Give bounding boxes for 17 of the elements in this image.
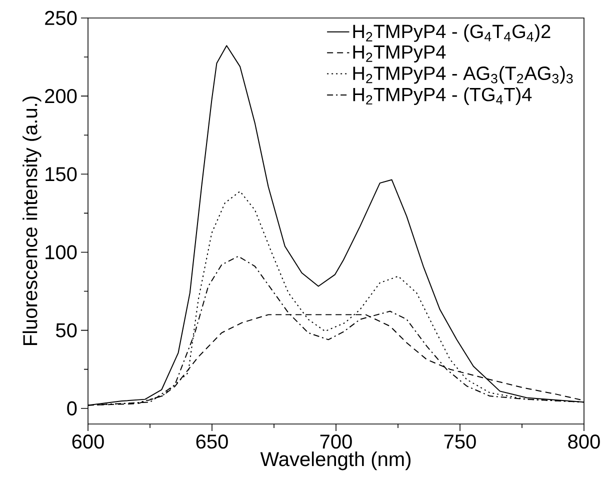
y-tick-label: 200: [45, 88, 77, 104]
y-tick-label: 100: [46, 245, 77, 260]
x-tick-label: 700: [320, 434, 352, 449]
x-tick-label: 750: [444, 434, 476, 449]
x-tick-label: 600: [72, 434, 104, 449]
legend-label: H$_{2}$TMPyP4: [353, 46, 446, 62]
y-tick-label: 0: [67, 401, 77, 416]
y-axis-title: Fluorescence intensity (a.u.): [22, 96, 42, 345]
x-tick-label: 800: [568, 434, 600, 449]
y-tick-label: 150: [46, 167, 77, 182]
y-tick-label: 250: [45, 10, 77, 26]
text: H$_{2}$TMPyP4 - (G$_{4}$T$_{4}$G$_{4}$)2: [353, 24, 550, 42]
x-axis-title: Wavelength (nm): [260, 452, 410, 470]
text: H$_{2}$TMPyP4 - AG$_{3}$(T$_{2}$AG$_{3}$)$_{3}$: [353, 66, 573, 84]
x-tick-label: 650: [196, 434, 228, 449]
legend-label: H$_{2}$TMPyP4 - (TG$_{4}$T)4: [353, 87, 532, 106]
y-tick-label: 50: [56, 323, 77, 338]
